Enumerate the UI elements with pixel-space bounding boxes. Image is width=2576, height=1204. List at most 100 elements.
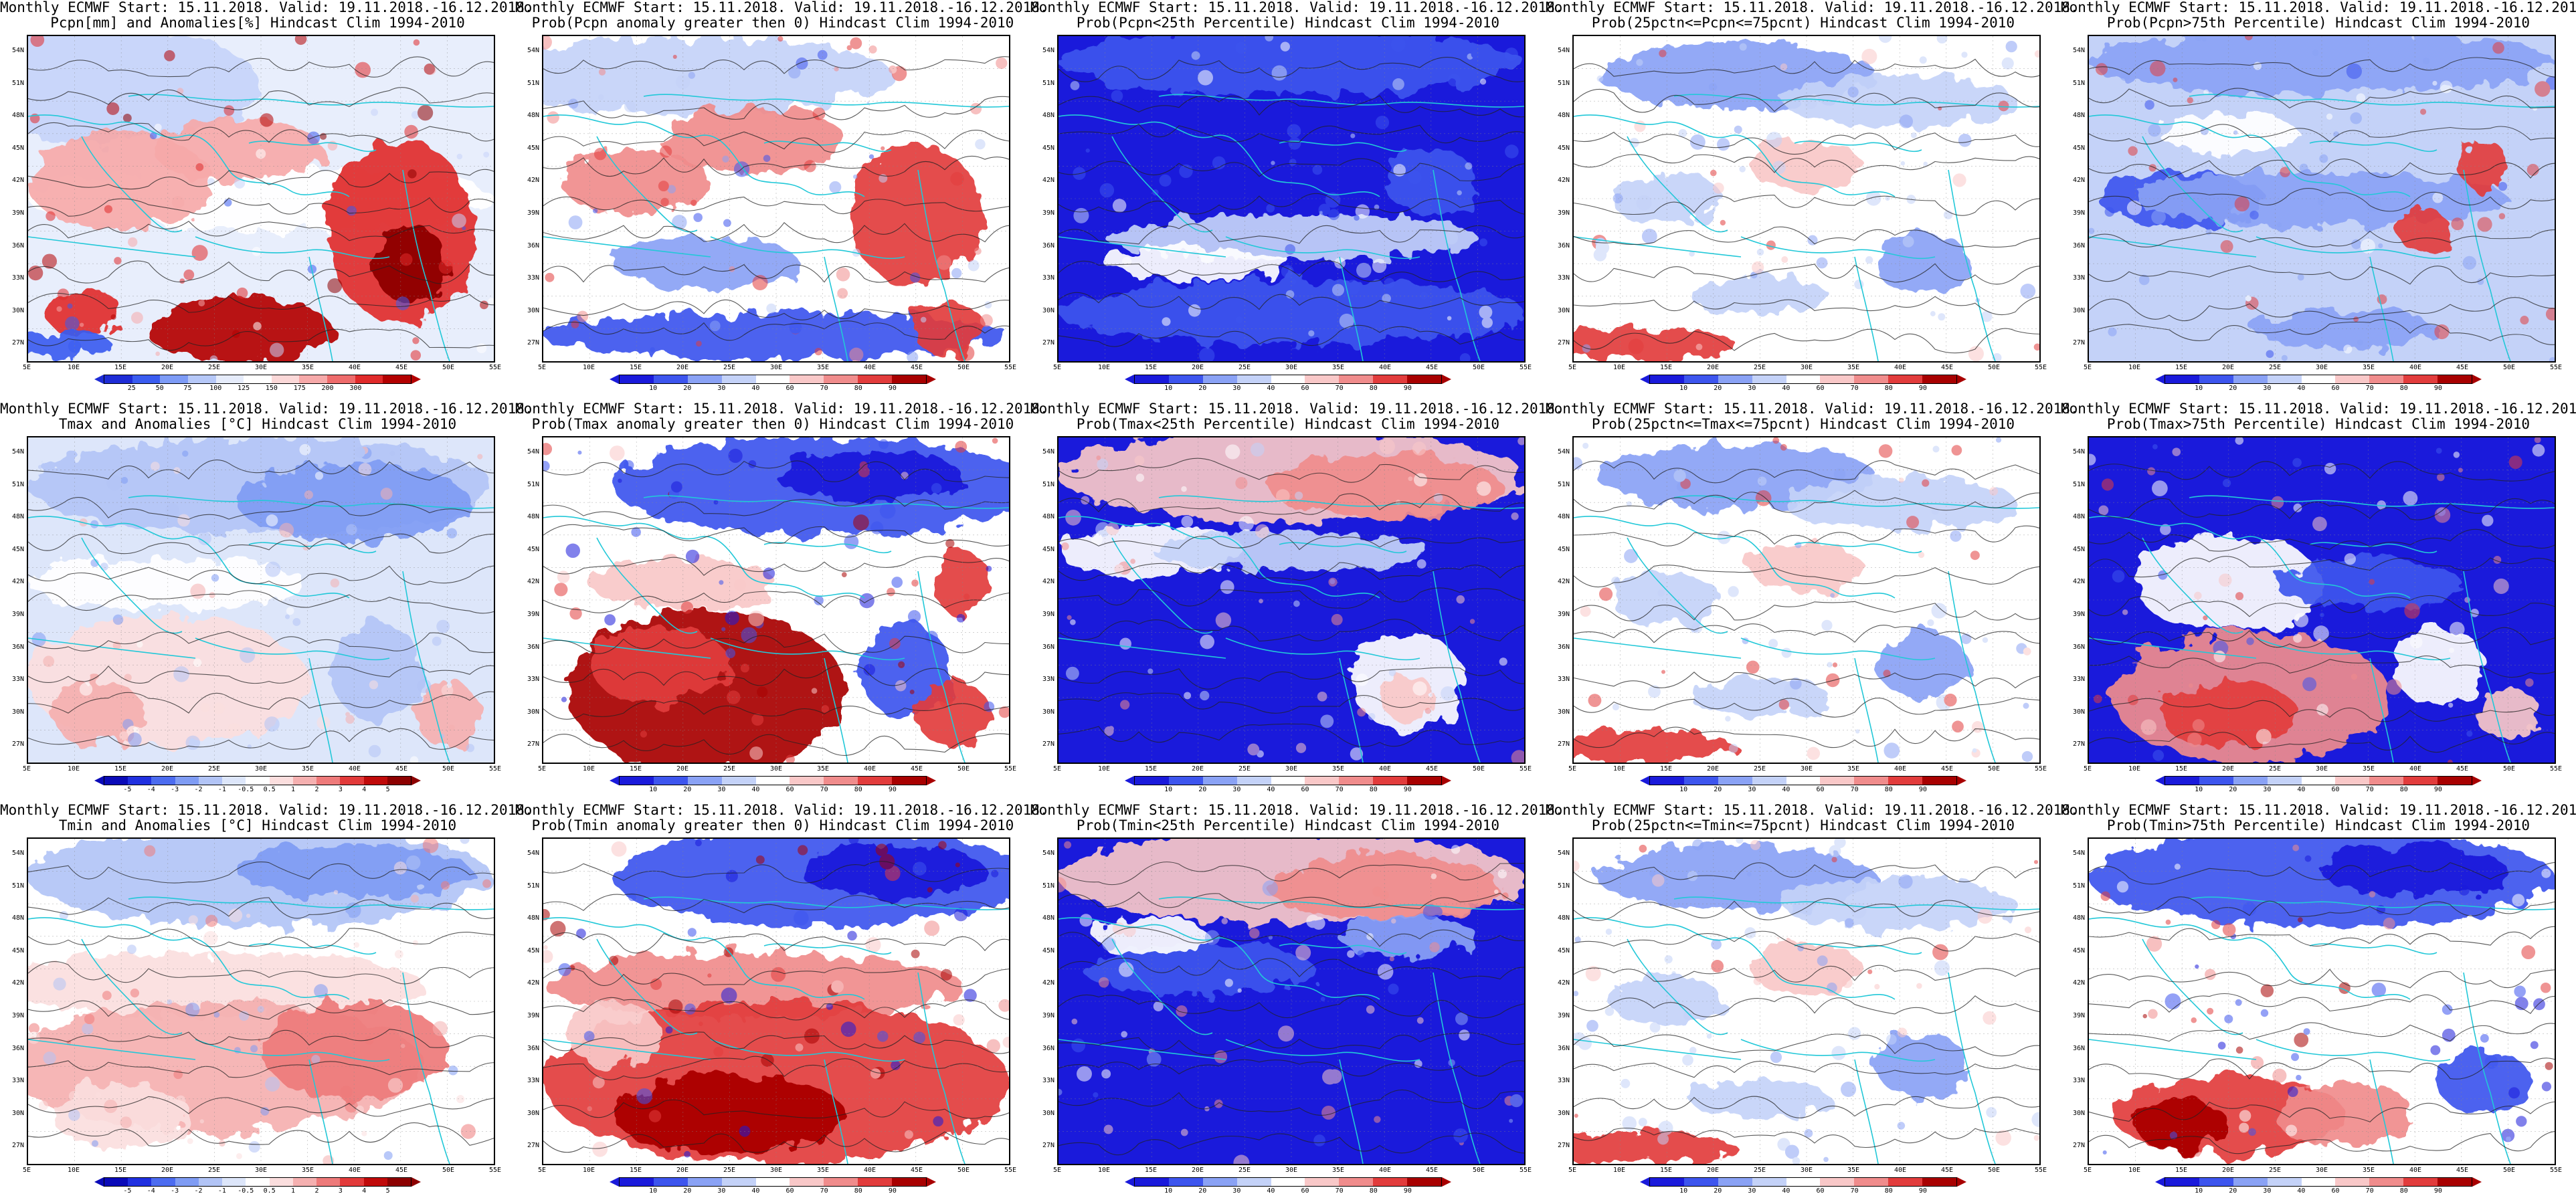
anomaly-speckle — [1768, 639, 1778, 649]
lon-tick-label: 10E — [1613, 1167, 1626, 1174]
anomaly-speckle — [907, 610, 921, 623]
anomaly-speckle — [1691, 622, 1703, 633]
lon-tick-label: 30E — [1800, 1167, 1813, 1174]
lat-tick-label: 54N — [1557, 849, 1570, 857]
colorbar-segment — [755, 375, 790, 383]
colorbar-segment — [1888, 777, 1923, 785]
anomaly-speckle — [1636, 59, 1643, 66]
anomaly-speckle — [2089, 454, 2096, 466]
lat-lon-grid — [28, 437, 494, 763]
anomaly-speckle — [1071, 1038, 1086, 1053]
anomaly-speckle — [2532, 443, 2545, 457]
colorbar-segment — [187, 375, 216, 383]
anomaly-speckle — [958, 344, 975, 361]
lat-tick-label: 36N — [1042, 241, 1054, 249]
anomaly-speckle — [1651, 874, 1665, 887]
anomaly-speckle — [294, 36, 307, 45]
anomaly-speckle — [913, 1031, 926, 1044]
lat-tick-label: 30N — [11, 1109, 24, 1117]
isoline — [2089, 528, 2555, 552]
isoline — [2089, 731, 2555, 753]
anomaly-speckle — [1295, 742, 1307, 753]
colorbar-segment — [1271, 1178, 1305, 1186]
colorbar-segment — [2437, 777, 2472, 785]
panel-title-line2: Prob(Tmin<25th Percentile) Hindcast Clim… — [1076, 817, 1500, 833]
anomaly-speckle — [100, 563, 108, 571]
colorbar-arrow-left — [1640, 375, 1649, 384]
lat-tick-label: 42N — [1042, 177, 1054, 185]
colorbar-segment — [1236, 375, 1271, 383]
anomaly-speckle — [1938, 313, 1946, 321]
panel-title-line2: Pcpn[mm] and Anomalies[%] Hindcast Clim … — [50, 15, 465, 31]
anomaly-speckle — [1504, 47, 1518, 62]
lat-tick-label: 27N — [1557, 740, 1570, 748]
lat-tick-label: 48N — [1042, 914, 1054, 922]
anomaly-speckle — [476, 343, 487, 354]
colorbar-label: 1 — [291, 786, 296, 793]
coastline — [1854, 658, 1879, 763]
anomaly-speckle — [927, 887, 933, 893]
anomaly-speckle — [131, 312, 143, 324]
anomaly-speckle — [412, 337, 420, 344]
anomaly-speckle — [2545, 1062, 2553, 1070]
lat-tick-label: 36N — [2072, 1044, 2085, 1052]
anomaly-speckle — [648, 1110, 662, 1122]
isoline — [1059, 562, 1524, 581]
lat-tick-label: 36N — [2072, 241, 2085, 249]
lon-tick-label: 25E — [1238, 1167, 1251, 1174]
map-field — [1059, 36, 1524, 361]
anomaly-speckle — [2246, 637, 2254, 645]
anomaly-speckle — [940, 969, 952, 981]
anomaly-speckle — [879, 502, 896, 519]
anomaly-speckle — [1932, 445, 1940, 453]
lon-tick-label: 20E — [161, 765, 174, 773]
anomaly-speckle — [891, 577, 903, 588]
anomaly-speckle — [2351, 239, 2362, 249]
lat-lon-grid — [2089, 437, 2555, 763]
lon-tick-label: 35E — [2362, 364, 2375, 371]
lon-tick-label: 30E — [1800, 364, 1813, 371]
anomaly-speckle — [368, 744, 381, 758]
lon-tick-label: 55E — [488, 1167, 502, 1174]
anomaly-region — [1574, 328, 1737, 361]
anomaly-speckle — [343, 1052, 351, 1060]
anomaly-speckle — [1664, 955, 1673, 964]
anomaly-speckle — [684, 1150, 691, 1158]
anomaly-speckle — [1147, 668, 1154, 674]
anomaly-speckle — [401, 1043, 405, 1048]
isoline — [2089, 159, 2555, 179]
colorbar-label: 60 — [2331, 1187, 2340, 1195]
anomaly-speckle — [1121, 1031, 1128, 1038]
coastline — [1627, 136, 1728, 233]
colorbar — [619, 776, 927, 785]
anomaly-speckle — [333, 890, 339, 895]
lat-lon-grid — [543, 839, 1009, 1164]
isoline — [2089, 556, 2555, 578]
lat-lon-grid — [1574, 437, 2039, 763]
isoline — [2089, 627, 2555, 648]
anomaly-speckle — [2094, 694, 2102, 704]
anomaly-speckle — [936, 255, 951, 270]
lon-tick-label: 10E — [67, 364, 80, 371]
anomaly-speckle — [740, 664, 749, 673]
anomaly-speckle — [265, 561, 281, 577]
anomaly-speckle — [1634, 120, 1646, 132]
anomaly-speckle — [483, 151, 490, 158]
anomaly-speckle — [955, 862, 960, 868]
coastline — [28, 1039, 196, 1060]
anomaly-speckle — [2005, 41, 2017, 53]
anomaly-speckle — [2095, 63, 2108, 76]
coastline — [2256, 637, 2451, 661]
anomaly-speckle — [794, 910, 809, 926]
coastline — [2089, 917, 2411, 1000]
anomaly-speckle — [1861, 48, 1877, 65]
lat-tick-label: 45N — [11, 946, 24, 955]
anomaly-region — [2461, 140, 2508, 193]
anomaly-speckle — [2098, 505, 2109, 516]
anomaly-speckle — [1649, 870, 1656, 877]
anomaly-speckle — [2540, 983, 2551, 993]
colorbar-arrow-left — [94, 1177, 104, 1187]
anomaly-speckle — [1101, 1069, 1111, 1079]
map-field — [28, 36, 494, 361]
anomaly-speckle — [124, 674, 132, 682]
